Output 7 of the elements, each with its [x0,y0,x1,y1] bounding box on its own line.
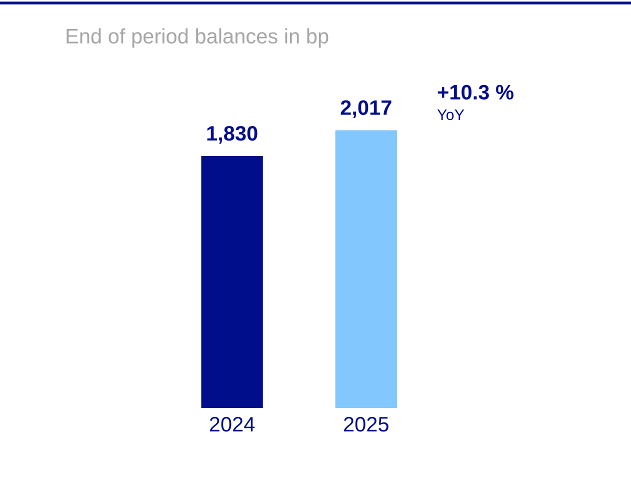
data-label: 2,017 [340,100,392,118]
text: YoY [437,109,464,120]
text: +10.3 % [438,84,514,100]
x-tick-label: 2025 [344,416,388,432]
chart-title: End of period balances in bp [66,28,328,48]
data-label: 1,830 [207,126,258,144]
x-tick-label: 2024 [210,416,255,432]
